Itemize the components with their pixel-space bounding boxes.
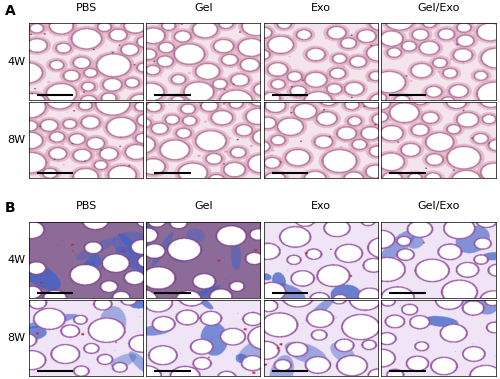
Text: PBS: PBS <box>76 200 97 211</box>
Text: Exo: Exo <box>312 3 332 13</box>
Text: A: A <box>5 4 16 18</box>
Text: 8W: 8W <box>8 333 26 343</box>
Text: 4W: 4W <box>8 255 26 265</box>
Text: Gel/Exo: Gel/Exo <box>418 200 460 211</box>
Text: B: B <box>5 200 15 215</box>
Text: Gel: Gel <box>194 200 213 211</box>
Text: 8W: 8W <box>8 135 26 145</box>
Text: Gel/Exo: Gel/Exo <box>418 3 460 13</box>
Text: PBS: PBS <box>76 3 97 13</box>
Text: Exo: Exo <box>312 200 332 211</box>
Text: Gel: Gel <box>194 3 213 13</box>
Text: 4W: 4W <box>8 57 26 67</box>
